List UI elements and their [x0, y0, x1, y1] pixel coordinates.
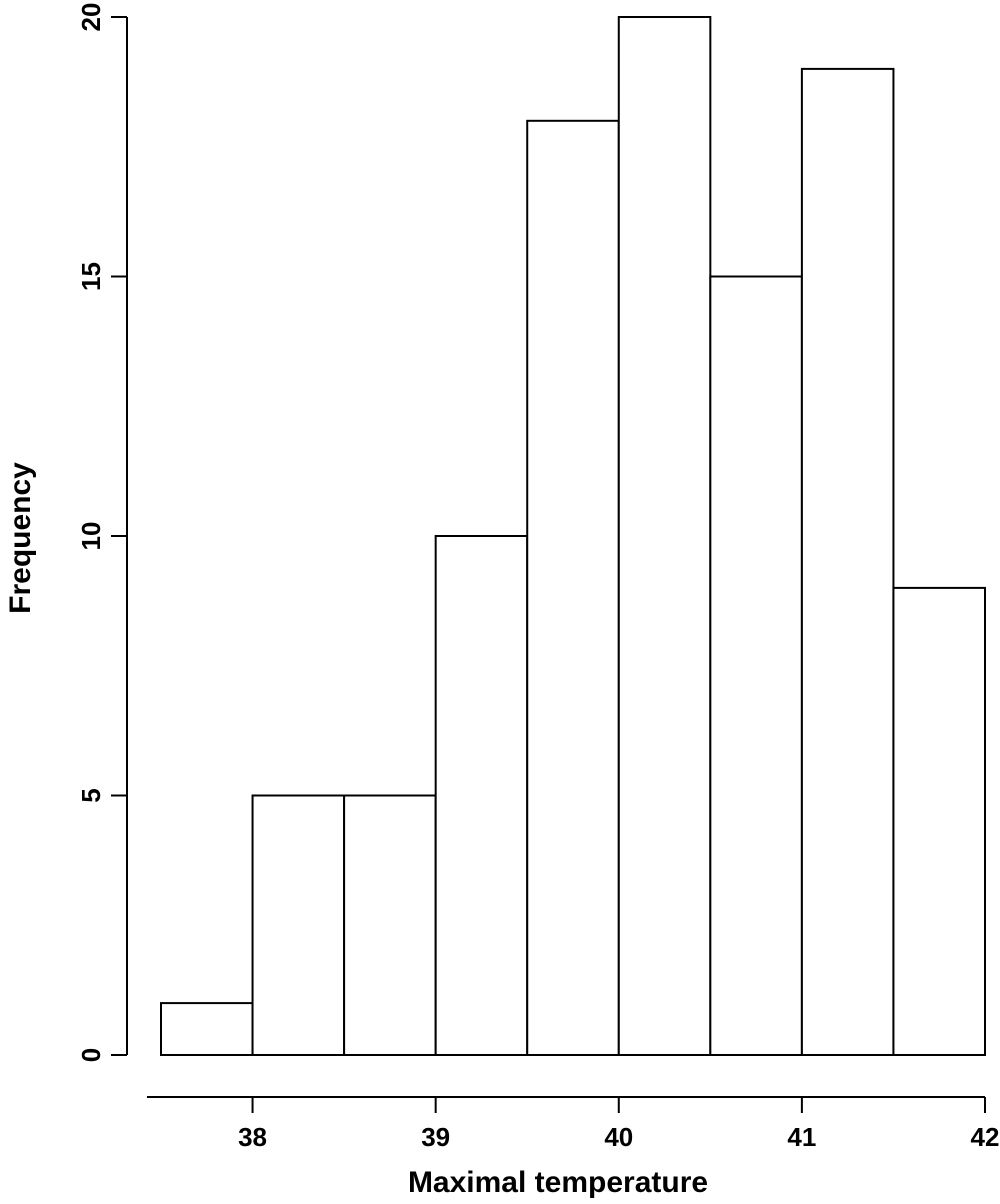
- y-tick-label-4: 15: [76, 262, 106, 291]
- x-axis-label: Maximal temperature: [408, 1166, 708, 1199]
- histogram-bars: [160, 16, 987, 1057]
- histogram-bar-3: [343, 794, 437, 1056]
- histogram-bar-5: [526, 119, 620, 1057]
- y-tick-label-2: 5: [76, 788, 106, 802]
- histogram-bar-1: [160, 1002, 254, 1056]
- x-axis: 38 39 40 41 42: [147, 1096, 1000, 1152]
- histogram-bar-7: [709, 275, 803, 1056]
- histogram-bar-9: [892, 586, 987, 1057]
- y-tick-label-1: 0: [76, 1048, 106, 1062]
- x-tick-label-3: 40: [604, 1122, 633, 1152]
- y-tick-label-5: 20: [76, 3, 106, 32]
- y-tick-label-3: 10: [76, 522, 106, 551]
- histogram-bar-6: [617, 16, 712, 1056]
- histogram-bar-2: [251, 794, 346, 1056]
- y-axis: 0 5 10 15 20: [76, 3, 128, 1062]
- x-tick-label-2: 39: [421, 1122, 450, 1152]
- x-tick-label-4: 41: [787, 1122, 816, 1152]
- y-axis-label: Frequency: [4, 462, 37, 614]
- histogram-bar-8: [800, 67, 895, 1056]
- x-tick-label-1: 38: [238, 1122, 267, 1152]
- histogram-bar-4: [434, 535, 529, 1056]
- x-tick-label-5: 42: [971, 1122, 1000, 1152]
